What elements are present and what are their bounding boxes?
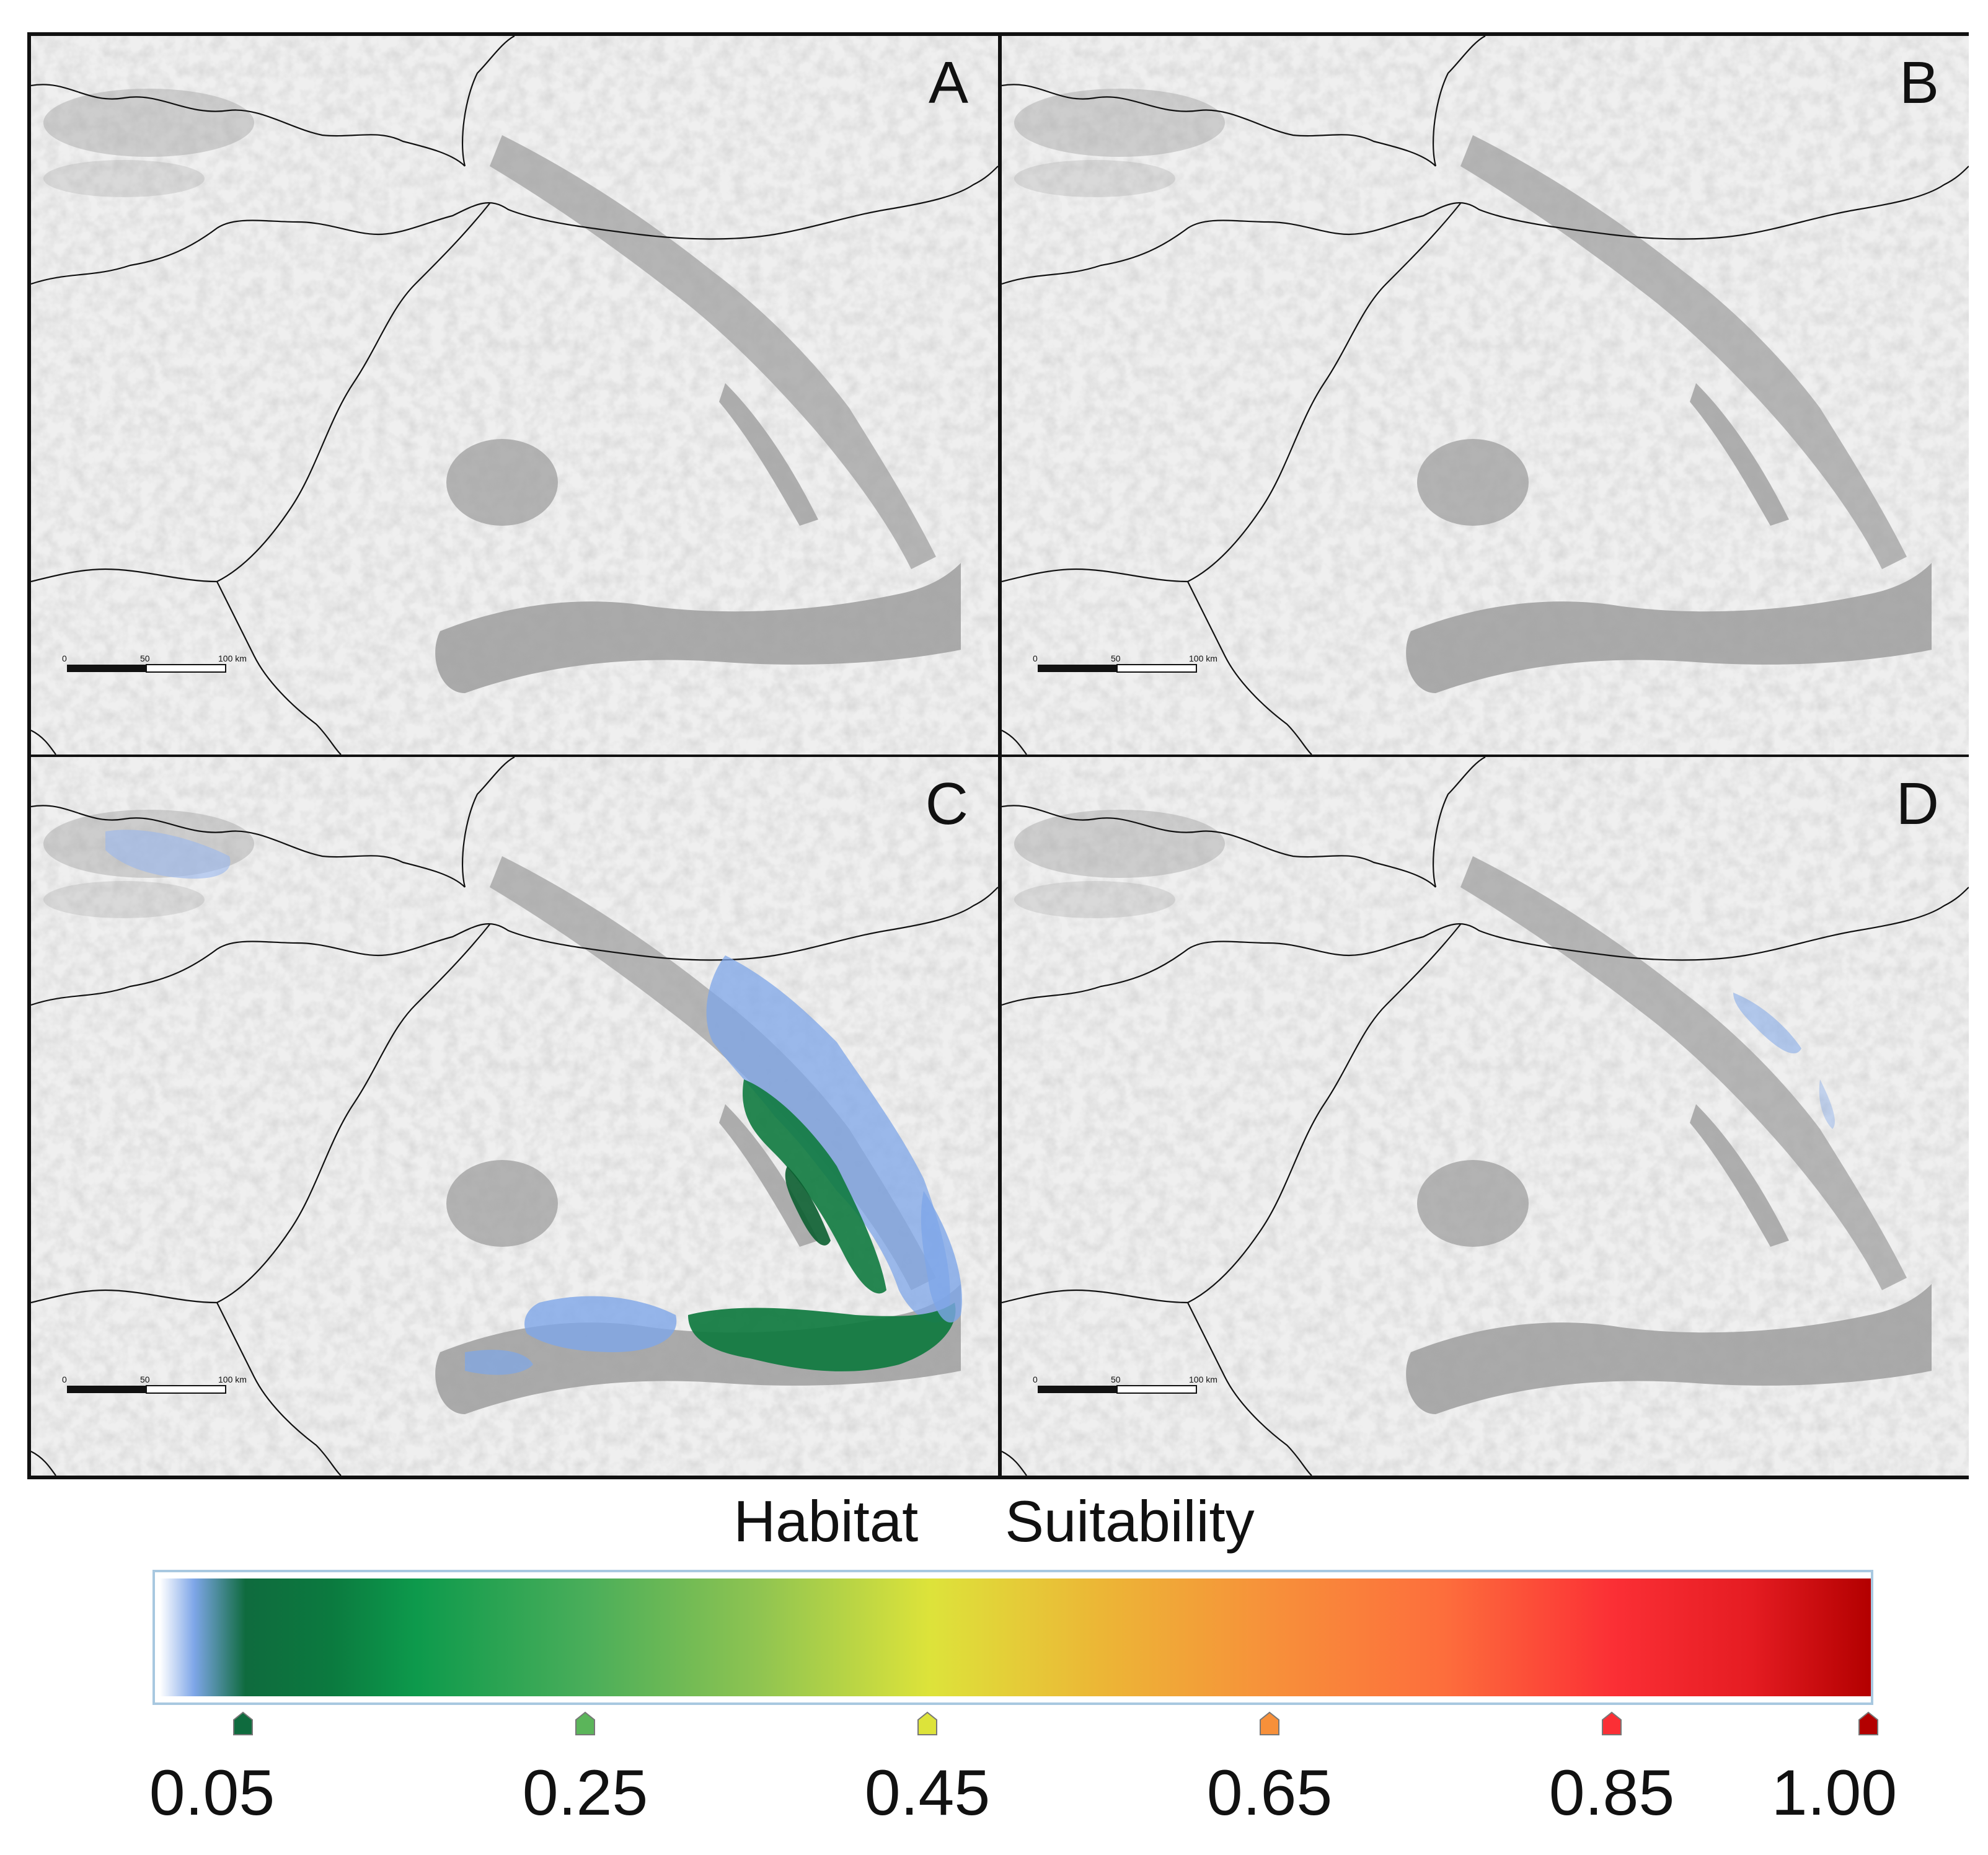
scalebar-tick-50: 50 xyxy=(140,1375,150,1384)
legend-tick-marker xyxy=(917,1711,938,1736)
legend-tick-label: 0.25 xyxy=(522,1757,648,1829)
scalebar-tick-100: 100 km xyxy=(218,653,247,663)
legend-tick-label: 0.05 xyxy=(149,1757,275,1829)
suitability-overlay-d xyxy=(1733,993,1835,1129)
scalebar-tick-0: 0 xyxy=(62,653,67,663)
legend-tick-label: 0.65 xyxy=(1206,1757,1333,1829)
map-b-canvas xyxy=(1002,36,1969,755)
legend-tick-marker xyxy=(1858,1711,1879,1736)
panel-label-a: A xyxy=(928,50,968,116)
panel-label-b: B xyxy=(1899,50,1939,116)
scalebar-tick-50: 50 xyxy=(1111,1375,1121,1384)
map-grid: A B C xyxy=(27,32,1969,1479)
scalebar-tick-0: 0 xyxy=(62,1375,67,1384)
map-a-canvas xyxy=(31,36,998,755)
legend-title-word-1: Habitat xyxy=(733,1489,919,1554)
legend-tick-marker xyxy=(1601,1711,1622,1736)
map-panel-d: D xyxy=(1002,757,1969,1476)
legend-title: Habitat Suitability xyxy=(0,1488,1988,1555)
legend-tick-label: 1.00 xyxy=(1771,1757,1897,1829)
color-gradient xyxy=(160,1578,1871,1696)
map-panel-a: A xyxy=(31,36,998,755)
scalebar-tick-0: 0 xyxy=(1033,1375,1038,1384)
scalebar-tick-50: 50 xyxy=(140,653,150,663)
panel-label-d: D xyxy=(1896,771,1939,837)
legend-tick-marker xyxy=(575,1711,596,1736)
legend-tick-label: 0.45 xyxy=(864,1757,991,1829)
map-panel-b: B xyxy=(1002,36,1969,755)
map-d-canvas xyxy=(1002,757,1969,1476)
legend-tick-marker xyxy=(232,1711,254,1736)
legend-title-word-2: Suitability xyxy=(1005,1489,1255,1554)
scalebar-tick-100: 100 km xyxy=(1189,653,1217,663)
color-scale-bar xyxy=(152,1570,1873,1705)
panel-label-c: C xyxy=(925,771,968,837)
map-panel-c: C xyxy=(31,757,998,1476)
scalebar-tick-100: 100 km xyxy=(218,1375,247,1384)
legend-tick-marker xyxy=(1259,1711,1280,1736)
legend-tick-label: 0.85 xyxy=(1548,1757,1675,1829)
map-c-canvas xyxy=(31,757,998,1476)
scalebar-tick-50: 50 xyxy=(1111,653,1121,663)
suitability-overlay-c xyxy=(105,830,962,1375)
scalebar-tick-100: 100 km xyxy=(1189,1375,1217,1384)
scalebar-tick-0: 0 xyxy=(1033,653,1038,663)
